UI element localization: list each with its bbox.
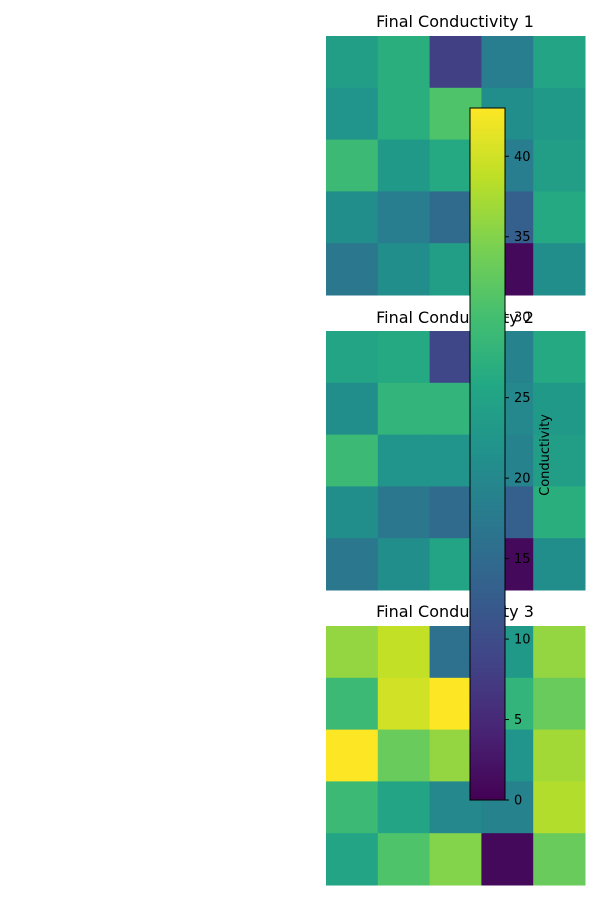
colorbar-tick-label: 15 xyxy=(514,552,531,567)
heatmap-cell xyxy=(533,139,586,192)
heatmap-cell xyxy=(377,434,431,487)
heatmap-cell xyxy=(326,331,379,384)
heatmap-cell xyxy=(533,677,586,731)
heatmap-cell xyxy=(429,833,482,886)
colorbar-tick-label: 40 xyxy=(514,150,531,165)
heatmap-cell xyxy=(377,382,431,436)
heatmap-cell xyxy=(533,87,586,141)
heatmap-cell xyxy=(377,139,431,192)
colorbar-tick-label: 5 xyxy=(514,713,522,728)
heatmap-cell xyxy=(377,191,431,244)
heatmap-cell xyxy=(533,626,586,679)
heatmap-cell xyxy=(377,833,431,886)
heatmap-panels xyxy=(326,36,586,886)
heatmap-cell xyxy=(326,781,379,834)
heatmap-cell xyxy=(326,833,379,886)
heatmap-cell xyxy=(533,191,586,244)
panel-title-1: Final Conductivity 1 xyxy=(376,12,534,31)
heatmap-cell xyxy=(377,331,431,384)
heatmap-cell xyxy=(377,677,431,731)
heatmap-cell xyxy=(326,434,379,487)
heatmap-cell xyxy=(533,538,586,591)
panel-title-3: Final Conductivity 3 xyxy=(376,602,534,621)
heatmap-cell xyxy=(326,139,379,192)
heatmap-cell xyxy=(326,626,379,679)
colorbar-tick-label: 25 xyxy=(514,391,531,406)
heatmap-cell xyxy=(533,331,586,384)
heatmap-cell xyxy=(533,729,586,782)
colorbar: 0 5 10 15 20 25 30 35 40 Conductivity xyxy=(469,107,553,809)
heatmap-cell xyxy=(377,781,431,834)
heatmap-cell xyxy=(326,382,379,436)
colorbar-gradient xyxy=(469,107,506,801)
heatmap-cell xyxy=(533,486,586,539)
heatmap-cell xyxy=(326,486,379,539)
heatmap-cell xyxy=(377,729,431,782)
colorbar-ticks: 0 5 10 15 20 25 30 35 40 xyxy=(505,150,531,809)
heatmap-cell xyxy=(326,729,379,782)
colorbar-tick-label: 20 xyxy=(514,472,531,487)
heatmap-cell xyxy=(377,243,431,296)
heatmap-cell xyxy=(533,243,586,296)
heatmap-cell xyxy=(481,833,534,886)
colorbar-tick-label: 10 xyxy=(514,633,531,648)
heatmap-cell xyxy=(377,538,431,591)
colorbar-tick-label: 0 xyxy=(514,794,522,809)
heatmap-cell xyxy=(429,36,482,89)
heatmap-cell xyxy=(377,87,431,141)
heatmap-cell xyxy=(326,538,379,591)
heatmap-cell xyxy=(377,486,431,539)
colorbar-tick-label: 30 xyxy=(514,311,531,326)
colorbar-tick-label: 35 xyxy=(514,230,531,245)
heatmap-cell xyxy=(377,36,431,89)
heatmap-cell xyxy=(533,781,586,834)
colorbar-label: Conductivity xyxy=(538,414,553,496)
heatmap-cell xyxy=(377,626,431,679)
heatmap-cell xyxy=(326,36,379,89)
heatmap-cell xyxy=(533,434,586,487)
heatmap-cell xyxy=(481,36,534,89)
heatmap-cell xyxy=(326,243,379,296)
heatmap-cell xyxy=(533,36,586,89)
panel-title-2: Final Conductivity 2 xyxy=(376,308,534,327)
heatmap-cell xyxy=(326,87,379,141)
heatmap-cell xyxy=(533,833,586,886)
heatmap-cell xyxy=(326,191,379,244)
heatmap-cell xyxy=(326,677,379,731)
heatmap-cell xyxy=(533,382,586,436)
